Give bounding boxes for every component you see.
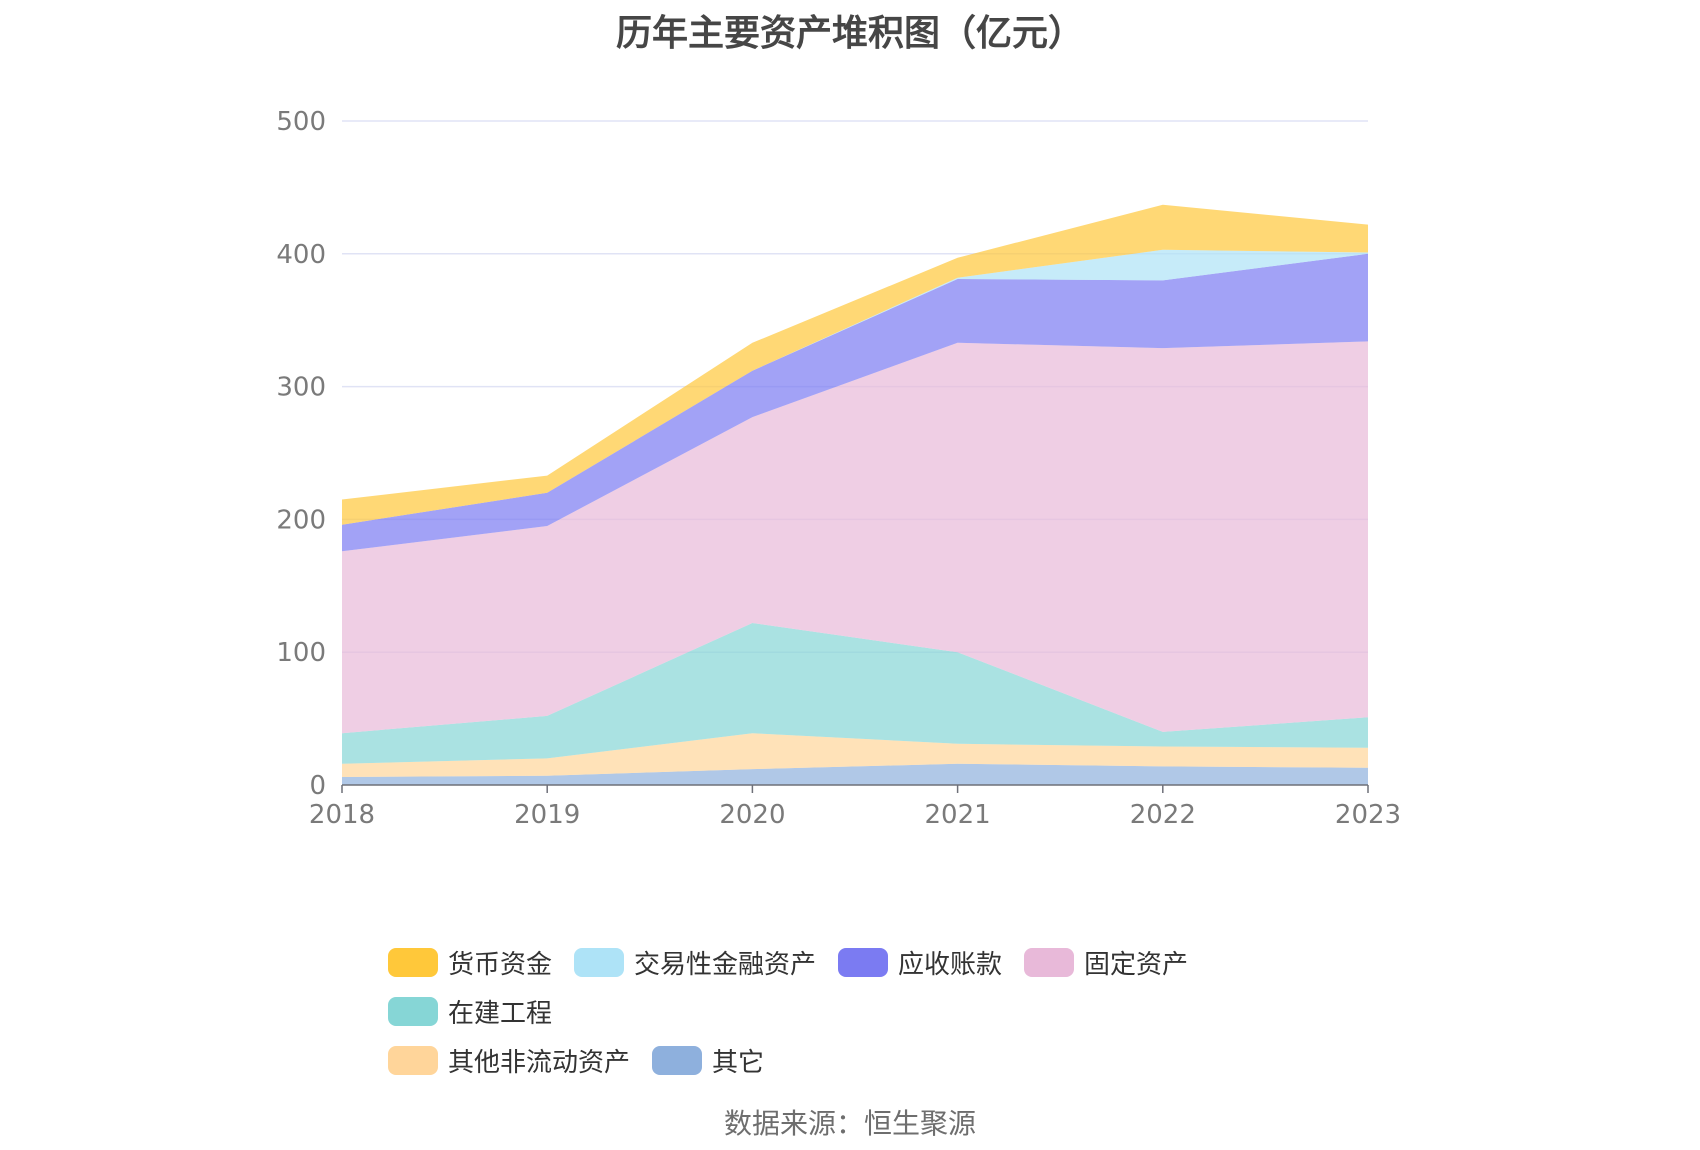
- y-tick-label: 0: [309, 771, 326, 801]
- legend-item[interactable]: 其它: [652, 1043, 764, 1078]
- x-tick-label: 2022: [1130, 800, 1196, 830]
- area-series-2: [342, 623, 1368, 764]
- legend-label: 在建工程: [448, 999, 553, 1029]
- area-series: [342, 204, 1368, 785]
- x-tick-label: 2019: [514, 800, 580, 830]
- legend-label: 货币资金: [448, 950, 553, 980]
- x-tick-label: 2021: [925, 800, 991, 830]
- legend: 货币资金 交易性金融资产 应收账款 固定资产在建工程其他非流动资产 其它: [388, 945, 1388, 1092]
- legend-label: 交易性金融资产: [634, 950, 817, 980]
- y-tick-label: 100: [276, 638, 326, 668]
- legend-label: 固定资产: [1084, 950, 1189, 980]
- y-tick-label: 500: [276, 107, 326, 137]
- chart-title: 历年主要资产堆积图（亿元）: [615, 13, 1084, 54]
- legend-swatch: [388, 1046, 438, 1075]
- legend-item[interactable]: 在建工程: [388, 994, 552, 1029]
- x-tick-label: 2023: [1335, 800, 1401, 830]
- axes: 0 100 200 300 400 500 2018 2019 2020 2021 2022 2023: [276, 107, 1401, 830]
- x-tick-label: 2020: [719, 800, 785, 830]
- legend-swatch: [388, 948, 438, 977]
- legend-swatch: [838, 948, 889, 977]
- legend-label: 应收账款: [898, 950, 1003, 980]
- y-tick-label: 300: [276, 373, 326, 403]
- legend-swatch: [1024, 948, 1075, 977]
- area-series-3: [342, 341, 1368, 734]
- area-series-1: [342, 733, 1368, 777]
- source-note: 数据来源：恒生聚源: [723, 1107, 976, 1140]
- legend-label: 其他非流动资产: [448, 1048, 631, 1078]
- area-series-4: [342, 253, 1368, 552]
- legend-swatch: [652, 1046, 703, 1075]
- y-tick-label: 200: [276, 505, 326, 535]
- legend-item[interactable]: 货币资金: [388, 945, 552, 980]
- legend-item[interactable]: 应收账款: [838, 945, 1002, 980]
- y-tick-label: 400: [276, 240, 326, 270]
- area-series-0: [342, 763, 1368, 785]
- legend-label: 其它: [712, 1048, 765, 1078]
- legend-swatch: [388, 997, 438, 1026]
- area-series-6: [342, 204, 1368, 525]
- legend-swatch: [574, 948, 625, 977]
- legend-item[interactable]: 其他非流动资产: [388, 1043, 630, 1078]
- legend-item[interactable]: 固定资产: [1024, 945, 1188, 980]
- x-tick-label: 2018: [309, 800, 375, 830]
- legend-item[interactable]: 交易性金融资产: [574, 945, 816, 980]
